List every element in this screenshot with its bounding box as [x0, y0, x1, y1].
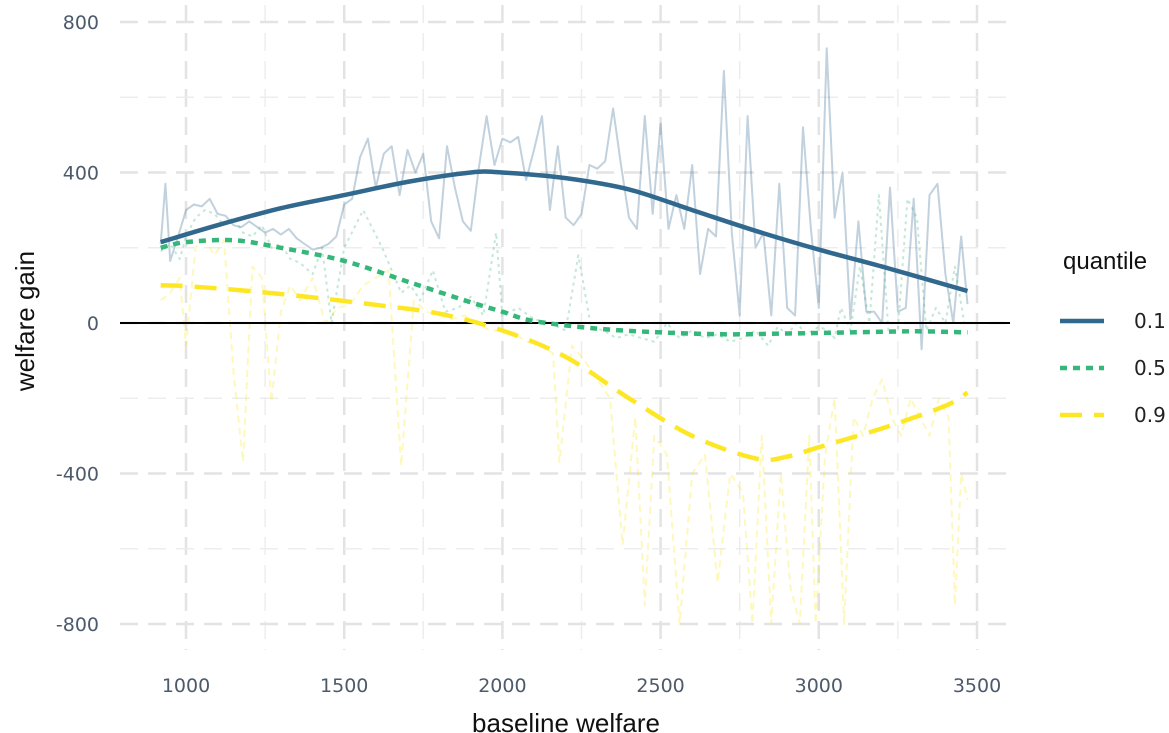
legend-label: 0.5 [1134, 356, 1166, 380]
tick-labels: 1000 1500 2000 2500 3000 3500 -800 -400 0 400 800 [56, 12, 1001, 697]
y-tick-label: -400 [56, 464, 99, 486]
legend-title: quantile [1063, 248, 1147, 275]
y-tick-label: -800 [56, 614, 99, 636]
x-axis-title: baseline welfare [472, 708, 660, 733]
raw-line-0.9 [160, 239, 969, 625]
legend-item-0.5: 0.5 [1060, 356, 1166, 380]
smooth-line-0.1 [160, 169, 969, 294]
legend-item-0.9: 0.9 [1060, 403, 1166, 427]
y-tick-label: 0 [87, 313, 99, 335]
y-tick-label: 400 [63, 163, 99, 185]
legend: quantile 0.1 0.5 0.9 [1060, 248, 1166, 427]
legend-item-0.1: 0.1 [1060, 309, 1166, 333]
x-tick-label: 2500 [636, 675, 684, 697]
legend-label: 0.1 [1134, 309, 1166, 333]
smooth-line-0.9 [160, 283, 969, 463]
y-tick-label: 800 [63, 12, 99, 34]
y-axis-title: welfare gain [10, 251, 40, 392]
x-tick-label: 3500 [953, 675, 1001, 697]
x-tick-label: 3000 [795, 675, 843, 697]
legend-label: 0.9 [1134, 403, 1166, 427]
raw-line-0.1 [159, 47, 969, 351]
x-tick-label: 1000 [162, 675, 210, 697]
smooth-series-layer [160, 169, 969, 463]
x-tick-label: 1500 [320, 675, 368, 697]
smooth-line-0.5 [160, 237, 968, 337]
x-tick-label: 2000 [478, 675, 526, 697]
raw-series-layer [159, 47, 969, 625]
